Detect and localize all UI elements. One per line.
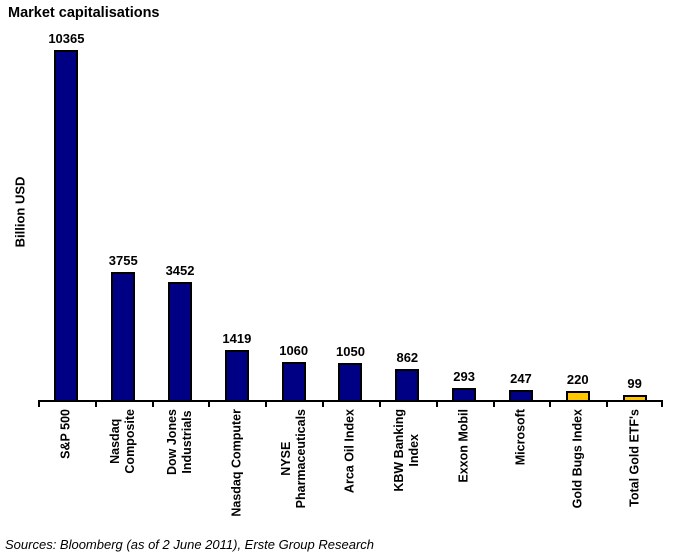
category-label-cell: Gold Bugs Index (549, 409, 606, 554)
axis-tick (94, 402, 97, 407)
bar-value-label: 1419 (222, 331, 252, 347)
bar-slot: 3452 (152, 52, 209, 400)
bar (508, 389, 533, 400)
category-label: Dow Jones Industrials (165, 409, 195, 475)
plot-area: 10365 3755 3452 1419 1060 1050 862 293 247 220 99 (38, 31, 663, 407)
axis-tick (322, 402, 325, 407)
axis-tick (378, 402, 381, 407)
bar-value-label: 3452 (165, 263, 195, 279)
axis-tick (151, 402, 154, 407)
category-label: Microsoft (513, 409, 528, 466)
axis-tick (38, 402, 40, 407)
bar (168, 282, 193, 400)
bar-slot: 10365 (38, 31, 95, 400)
source-note: Sources: Bloomberg (as of 2 June 2011), … (5, 537, 375, 552)
category-label: Nasdaq Computer (229, 409, 244, 517)
axis-tick (265, 402, 268, 407)
category-label-cell: Dow Jones Industrials (152, 409, 209, 554)
axis-tick (208, 402, 211, 407)
category-label-cell: Microsoft (493, 409, 550, 554)
category-label-cell: Nasdaq Computer (208, 409, 265, 554)
category-label-cell: Total Gold ETF's (606, 409, 663, 554)
bar-slot: 220 (549, 52, 606, 400)
bar (224, 350, 249, 400)
y-axis-label: Billion USD (12, 176, 28, 248)
bar-slot: 1419 (208, 52, 265, 400)
bar-value-label: 293 (453, 369, 475, 385)
bar-slot: 1060 (265, 52, 322, 400)
bar-value-label: 99 (627, 375, 642, 391)
bar (281, 362, 306, 400)
category-label-cell: NYSE Pharmaceuticals (265, 409, 322, 554)
bar-value-label: 1060 (279, 343, 309, 359)
bar-slot: 99 (606, 52, 663, 400)
bar (565, 390, 590, 400)
axis-tick (606, 402, 609, 407)
bar (338, 362, 363, 400)
bar (622, 394, 647, 400)
bar-value-label: 862 (396, 350, 419, 366)
bar-value-label: 247 (510, 370, 532, 386)
category-label-cell: Nasdaq Composite (95, 409, 152, 554)
axis-tick (435, 402, 438, 407)
axis-tick (549, 402, 552, 407)
axis-tick (661, 402, 663, 407)
category-label: KBW Banking Index (392, 409, 422, 492)
bar (395, 369, 420, 400)
bar-value-label: 10365 (48, 31, 85, 46)
category-label: Arca Oil Index (342, 409, 357, 494)
category-label-cell: KBW Banking Index (379, 409, 436, 554)
category-label: NYSE Pharmaceuticals (278, 409, 308, 509)
category-label-cell: S&P 500 (38, 409, 95, 554)
category-label-cell: Exxon Mobil (436, 409, 493, 554)
bar (54, 50, 79, 400)
bar (111, 271, 136, 400)
bar-slot: 862 (379, 52, 436, 400)
bar-value-label: 3755 (108, 252, 138, 268)
category-label: S&P 500 (58, 409, 73, 459)
bar-slot: 247 (493, 52, 550, 400)
bar-slot: 293 (436, 52, 493, 400)
bar-value-label: 1050 (336, 343, 365, 359)
category-label: Exxon Mobil (456, 409, 471, 483)
category-label: Gold Bugs Index (570, 409, 585, 509)
category-label: Total Gold ETF's (627, 409, 642, 507)
x-axis-labels: S&P 500 Nasdaq Composite Dow Jones Industr… (38, 409, 663, 554)
axis-tick (492, 402, 495, 407)
bar-slot: 1050 (322, 52, 379, 400)
category-label-cell: Arca Oil Index (322, 409, 379, 554)
bar-value-label: 220 (566, 371, 589, 387)
chart-title: Market capitalisations (8, 5, 160, 21)
bar-slot: 3755 (95, 52, 152, 400)
bar (452, 388, 477, 400)
category-label: Nasdaq Composite (108, 409, 138, 474)
